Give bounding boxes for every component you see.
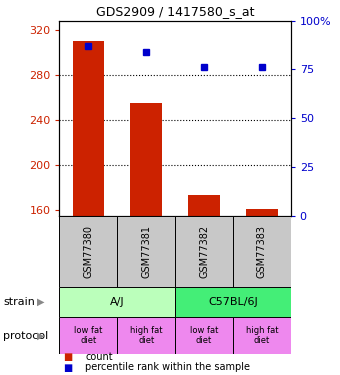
Text: low fat
diet: low fat diet: [74, 326, 103, 345]
Text: high fat
diet: high fat diet: [130, 326, 163, 345]
Bar: [233, 317, 291, 354]
Bar: [188, 195, 220, 216]
Bar: [175, 216, 233, 287]
Text: high fat
diet: high fat diet: [245, 326, 278, 345]
Text: GSM77382: GSM77382: [199, 225, 209, 278]
Text: strain: strain: [3, 297, 35, 307]
Text: ▶: ▶: [37, 297, 45, 307]
Title: GDS2909 / 1417580_s_at: GDS2909 / 1417580_s_at: [96, 5, 254, 18]
Text: low fat
diet: low fat diet: [190, 326, 218, 345]
Bar: [246, 209, 278, 216]
Bar: [175, 317, 233, 354]
Bar: [59, 216, 117, 287]
Bar: [117, 216, 175, 287]
Text: ■: ■: [63, 352, 72, 362]
Bar: [72, 41, 104, 216]
Text: ▶: ▶: [37, 331, 45, 340]
Text: ■: ■: [63, 363, 72, 372]
Bar: [59, 287, 175, 317]
Bar: [175, 287, 291, 317]
Text: GSM77383: GSM77383: [257, 225, 267, 278]
Text: C57BL/6J: C57BL/6J: [208, 297, 258, 307]
Bar: [233, 216, 291, 287]
Text: percentile rank within the sample: percentile rank within the sample: [85, 363, 250, 372]
Text: A/J: A/J: [110, 297, 125, 307]
Text: protocol: protocol: [3, 331, 49, 340]
Bar: [117, 317, 175, 354]
Bar: [59, 317, 117, 354]
Text: GSM77380: GSM77380: [83, 225, 94, 278]
Text: count: count: [85, 352, 113, 362]
Text: GSM77381: GSM77381: [141, 225, 151, 278]
Bar: [130, 103, 162, 216]
